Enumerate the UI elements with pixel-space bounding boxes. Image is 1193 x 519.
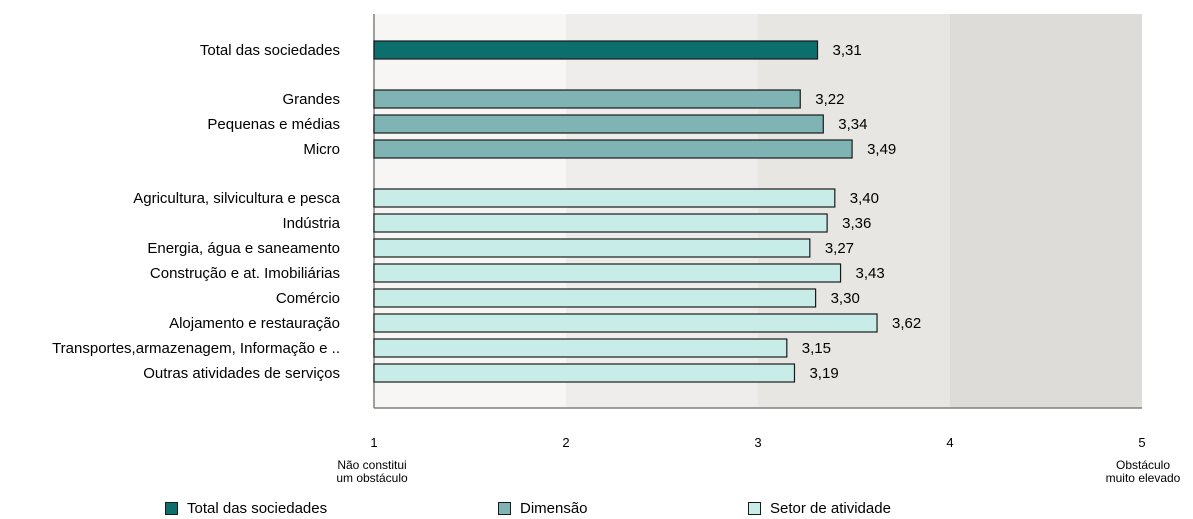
legend-item-dimensao: Dimensão — [498, 500, 588, 517]
category-labels: Total das sociedades Grandes Pequenas e mé… — [52, 42, 341, 382]
bar-12 — [373, 363, 796, 383]
bar-8 — [373, 263, 842, 283]
legend-item-total: Total das sociedades — [165, 500, 327, 517]
x-min-label-line1: Não constitui — [337, 458, 407, 472]
bar-6 — [373, 213, 828, 233]
x-max-label-line1: Obstáculo — [1115, 458, 1171, 472]
category-label-7: Energia, água e saneamento — [147, 240, 340, 257]
value-label-11: 3,15 — [802, 340, 831, 357]
value-labels: 3,31 3,22 3,343,49 3,40 3,36 3,273,43 3,30 3,62… — [802, 42, 921, 382]
value-label-10: 3,62 — [892, 315, 921, 332]
x-max-label: Obstáculo muito elevado — [1093, 459, 1193, 485]
bar-11 — [373, 338, 788, 358]
bars — [373, 40, 878, 383]
value-label-8: 3,43 — [856, 265, 885, 282]
category-label-9: Comércio — [276, 290, 340, 307]
category-label-3: Pequenas e médias — [207, 116, 340, 133]
bar-7 — [373, 238, 811, 258]
x-min-label-line2: um obstáculo — [336, 471, 408, 485]
category-label-11: Transportes,armazenagem, Informação e .. — [52, 340, 340, 357]
x-tick-label-2: 2 — [562, 435, 569, 450]
legend-label-dimensao: Dimensão — [520, 500, 588, 517]
background-band-3 — [758, 14, 950, 408]
value-label-6: 3,36 — [842, 215, 871, 232]
x-max-label-line2: muito elevado — [1105, 471, 1181, 485]
category-label-2: Grandes — [282, 91, 340, 108]
value-label-3: 3,34 — [838, 116, 867, 133]
category-label-8: Construção e at. Imobiliárias — [150, 265, 340, 282]
x-tick-label-5: 5 — [1138, 435, 1145, 450]
value-label-7: 3,27 — [825, 240, 854, 257]
x-ticks: 1 2 3 4 5 — [370, 435, 1145, 450]
background-band-4 — [950, 14, 1142, 408]
legend-swatch-total — [165, 502, 178, 515]
legend-label-total: Total das sociedades — [187, 500, 328, 517]
bar-5 — [373, 188, 836, 208]
value-label-4: 3,49 — [867, 141, 896, 158]
value-label-12: 3,19 — [809, 365, 838, 382]
value-label-5: 3,40 — [850, 190, 879, 207]
x-tick-label-1: 1 — [370, 435, 377, 450]
category-label-12: Outras atividades de serviços — [143, 365, 340, 382]
category-label-1: Total das sociedades — [200, 42, 340, 59]
legend-item-setor: Setor de atividade — [748, 500, 891, 517]
category-label-5: Agricultura, silvicultura e pesca — [133, 190, 340, 207]
value-label-2: 3,22 — [815, 91, 844, 108]
category-label-4: Micro — [303, 141, 340, 158]
category-label-10: Alojamento e restauração — [169, 315, 340, 332]
bar-10 — [373, 313, 878, 333]
x-min-label: Não constitui um obstáculo — [322, 459, 422, 485]
value-label-9: 3,30 — [831, 290, 860, 307]
bar-2 — [373, 89, 801, 109]
category-label-6: Indústria — [282, 215, 340, 232]
x-tick-label-3: 3 — [754, 435, 761, 450]
legend-swatch-setor — [748, 502, 761, 515]
bar-4 — [373, 139, 853, 159]
bar-1 — [373, 40, 819, 60]
legend-label-setor: Setor de atividade — [770, 500, 891, 517]
value-label-1: 3,31 — [833, 42, 862, 59]
x-tick-label-4: 4 — [946, 435, 953, 450]
legend-swatch-dimensao — [498, 502, 511, 515]
background-bands — [374, 14, 1142, 408]
bar-3 — [373, 114, 824, 134]
bar-9 — [373, 288, 817, 308]
